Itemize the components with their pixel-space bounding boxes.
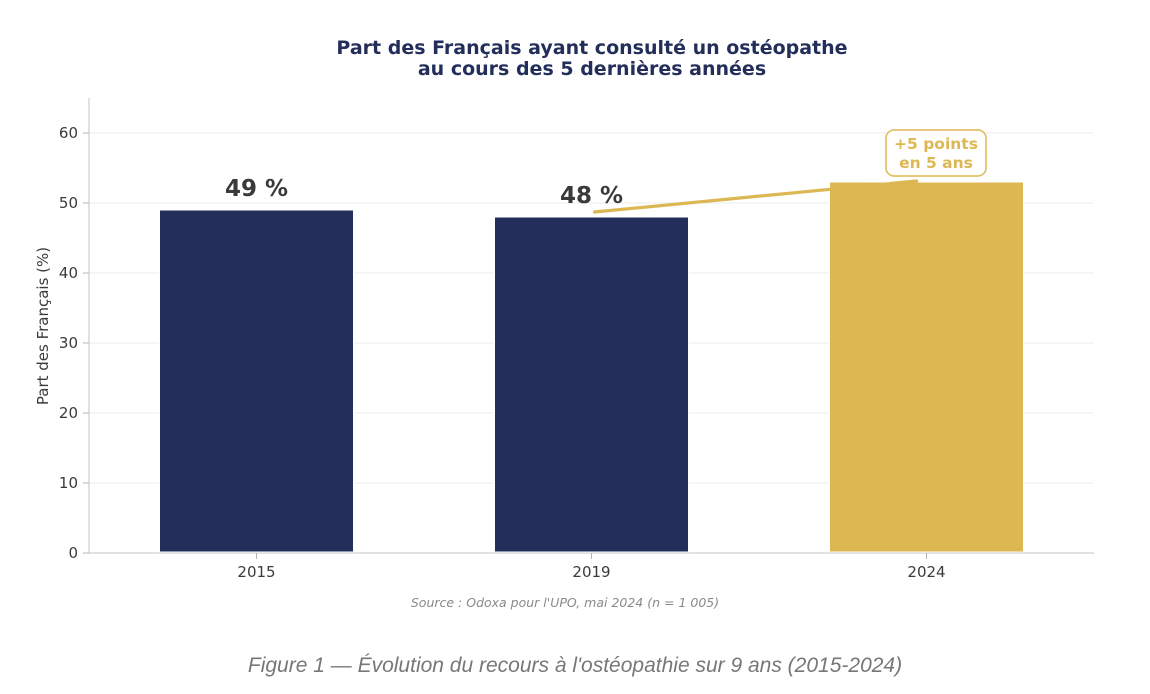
bars [159, 181, 1024, 553]
trend-line [592, 179, 919, 214]
y-tick-label: 0 [68, 544, 78, 562]
x-tick-label-2015: 2015 [237, 563, 275, 581]
chart-title-line-1: Part des Français ayant consulté un osté… [336, 37, 847, 59]
y-tick-label: 10 [59, 474, 78, 492]
chart-title-line-2: au cours des 5 dernières années [418, 58, 766, 80]
y-tick-label: 40 [59, 264, 78, 282]
x-axis-ticks: 2015 2019 2024 [237, 553, 946, 581]
y-tick-label: 50 [59, 194, 78, 212]
y-axis-label: Part des Français (%) [34, 247, 52, 405]
y-tick-label: 30 [59, 334, 78, 352]
data-label-2019: 48 % [560, 183, 623, 209]
bar-2015 [159, 209, 354, 553]
x-tick-label-2024: 2024 [907, 563, 945, 581]
y-axis-ticks: 0 10 20 30 40 50 60 [59, 124, 89, 562]
annotation-box [885, 129, 987, 177]
y-tick-label: 20 [59, 404, 78, 422]
annotation-text-line-2: en 5 ans [899, 154, 973, 172]
bar-chart: Part des Français ayant consulté un osté… [34, 37, 1094, 610]
data-label-2015: 49 % [225, 176, 288, 202]
source-note: Source : Odoxa pour l'UPO, mai 2024 (n =… [411, 595, 719, 610]
bar-2024 [829, 181, 1024, 553]
annotation-text-line-1: +5 points [894, 135, 978, 153]
y-tick-label: 60 [59, 124, 78, 142]
bar-2019 [494, 216, 689, 553]
figure-caption: Figure 1 — Évolution du recours à l'osté… [247, 654, 903, 677]
x-tick-label-2019: 2019 [572, 563, 610, 581]
